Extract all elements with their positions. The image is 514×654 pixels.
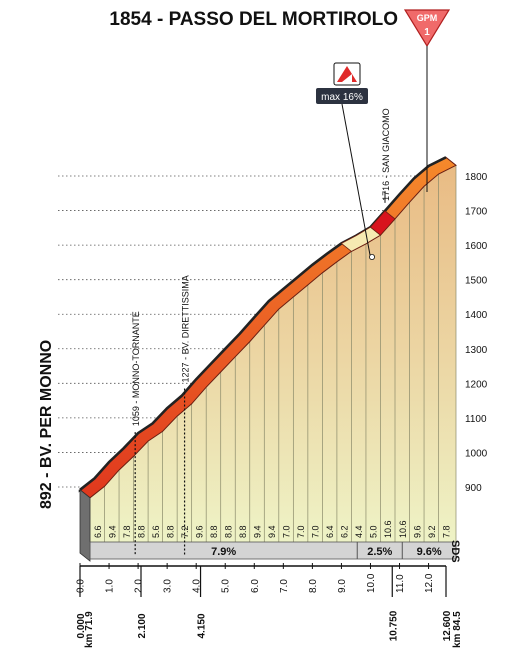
y-tick-label: 900 (465, 483, 482, 494)
waypoint-label: 1059 - MONNO-TORNANTE (131, 311, 141, 426)
distance-marker-label: 2.100 (137, 613, 148, 638)
y-tick-label: 1000 (465, 448, 488, 459)
profile-fill (90, 165, 456, 543)
segment-gradient-label: 7.8 (441, 525, 451, 538)
segment-gradient-label: 7.0 (282, 525, 292, 538)
distance-marker-label: 10.750 (388, 610, 399, 641)
km-end-label: km 84.5 (452, 611, 463, 648)
waypoints: 1059 - MONNO-TORNANTE 1227 - BV. DIRETTIS… (131, 108, 391, 556)
segment-gradient-label: 6.4 (325, 525, 335, 538)
x-tick-label: 7.0 (279, 579, 290, 593)
distance-marker-label: 4.150 (197, 613, 208, 638)
segment-gradient-label: 5.0 (369, 525, 379, 538)
y-tick-label: 1800 (465, 172, 488, 183)
segment-gradient-label: 9.4 (107, 525, 117, 538)
x-tick-label: 0.0 (76, 579, 87, 593)
x-tick-label: 2.0 (134, 579, 145, 593)
y-tick-label: 1600 (465, 241, 488, 252)
segment-gradient-label: 9.2 (427, 525, 437, 538)
start-elevation-label: 892 - BV. PER MONNO (38, 340, 55, 509)
segment-gradient-label: 10.6 (383, 520, 393, 538)
y-tick-label: 1100 (465, 414, 487, 425)
x-tick-label: 4.0 (192, 579, 203, 593)
segment-gradient-label: 6.6 (93, 525, 103, 538)
x-axis: 0.0 1.0 2.0 3.0 4.0 5.0 6.0 7.0 8.0 9.0 10.0 11.0 12… (76, 563, 446, 593)
avg-gradient-label: 9.6% (417, 546, 442, 558)
x-tick-label: 11.0 (395, 574, 406, 593)
profile-side-face (79, 488, 91, 562)
gpm-badge: GPM 1 (403, 9, 451, 192)
gpm-category: 1 (424, 27, 430, 38)
chart-title: 1854 - PASSO DEL MORTIROLO (109, 9, 398, 30)
max-gradient-section (369, 210, 396, 236)
x-tick-label: 3.0 (163, 579, 174, 593)
x-tick-label: 12.0 (424, 573, 435, 593)
segment-gradient-label: 7.8 (122, 525, 132, 538)
sds-label: SDS (449, 540, 461, 563)
segment-lines (89, 165, 457, 542)
segment-gradient-label: 8.8 (238, 525, 248, 538)
max-gradient-marker: max 16% (316, 62, 371, 256)
segment-gradient-label: 8.8 (209, 525, 219, 538)
x-tick-label: 9.0 (337, 579, 348, 593)
profile-ribbon (78, 156, 457, 499)
segment-gradient-label: 10.6 (398, 520, 408, 538)
y-tick-label: 1300 (465, 345, 488, 356)
segment-gradient-label: 7.0 (311, 525, 321, 538)
segment-gradient-label: 4.4 (354, 525, 364, 538)
profile-area (90, 165, 456, 543)
segment-gradient-label: 5.6 (151, 525, 161, 538)
waypoint-label: 1227 - BV. DIRETTISSIMA (181, 275, 191, 382)
segment-gradient-label: 9.4 (253, 525, 263, 538)
segment-gradient-label: 7.0 (296, 525, 306, 538)
segment-gradient-label: 8.8 (224, 525, 234, 538)
segment-gradient-label: 9.4 (267, 525, 277, 538)
y-tick-label: 1500 (465, 276, 488, 287)
distance-marker-label: 0.000 (76, 613, 87, 638)
segment-gradient-label: 8.8 (165, 525, 175, 538)
distance-marker-label: 12.600 (442, 610, 453, 641)
gpm-triangle-icon (403, 9, 451, 48)
x-tick-label: 6.0 (250, 579, 261, 593)
segment-gradient-label: 8.8 (136, 525, 146, 538)
distance-markers: 0.000 2.100 4.150 10.750 12.600 (76, 566, 453, 641)
x-tick-label: 1.0 (105, 579, 116, 593)
km-start-label: km 71.9 (84, 611, 95, 648)
x-tick-label: 5.0 (221, 579, 232, 593)
gpm-label: GPM (417, 13, 438, 23)
x-tick-label: 10.0 (366, 573, 377, 593)
segment-gradient-labels: 6.6 9.4 7.8 8.8 5.6 8.8 7.2 9.6 8.8 8.8 8.8 9.4 9.4 7… (93, 520, 451, 538)
y-axis: 900 1000 1100 1200 1300 1400 1500 1600 1700 1800 (465, 172, 488, 494)
avg-gradient-strip (89, 541, 457, 560)
y-tick-label: 1200 (465, 379, 488, 390)
segment-gradient-label: 6.2 (340, 525, 350, 538)
y-tick-label: 1700 (465, 207, 488, 218)
x-tick-label: 8.0 (308, 579, 319, 593)
segment-gradient-label: 9.6 (412, 525, 422, 538)
avg-gradient-label: 7.9% (211, 546, 236, 558)
max-gradient-label: max 16% (321, 92, 363, 103)
y-tick-label: 1400 (465, 310, 488, 321)
avg-gradient-label: 2.5% (367, 546, 392, 558)
max-gradient-point (368, 253, 375, 260)
profile-base: 7.9% 2.5% 9.6% (79, 488, 457, 562)
segment-gradient-label: 7.2 (180, 525, 190, 538)
segment-gradient-label: 9.6 (194, 525, 204, 538)
waypoint-label: 1716 - SAN GIACOMO (381, 108, 391, 201)
